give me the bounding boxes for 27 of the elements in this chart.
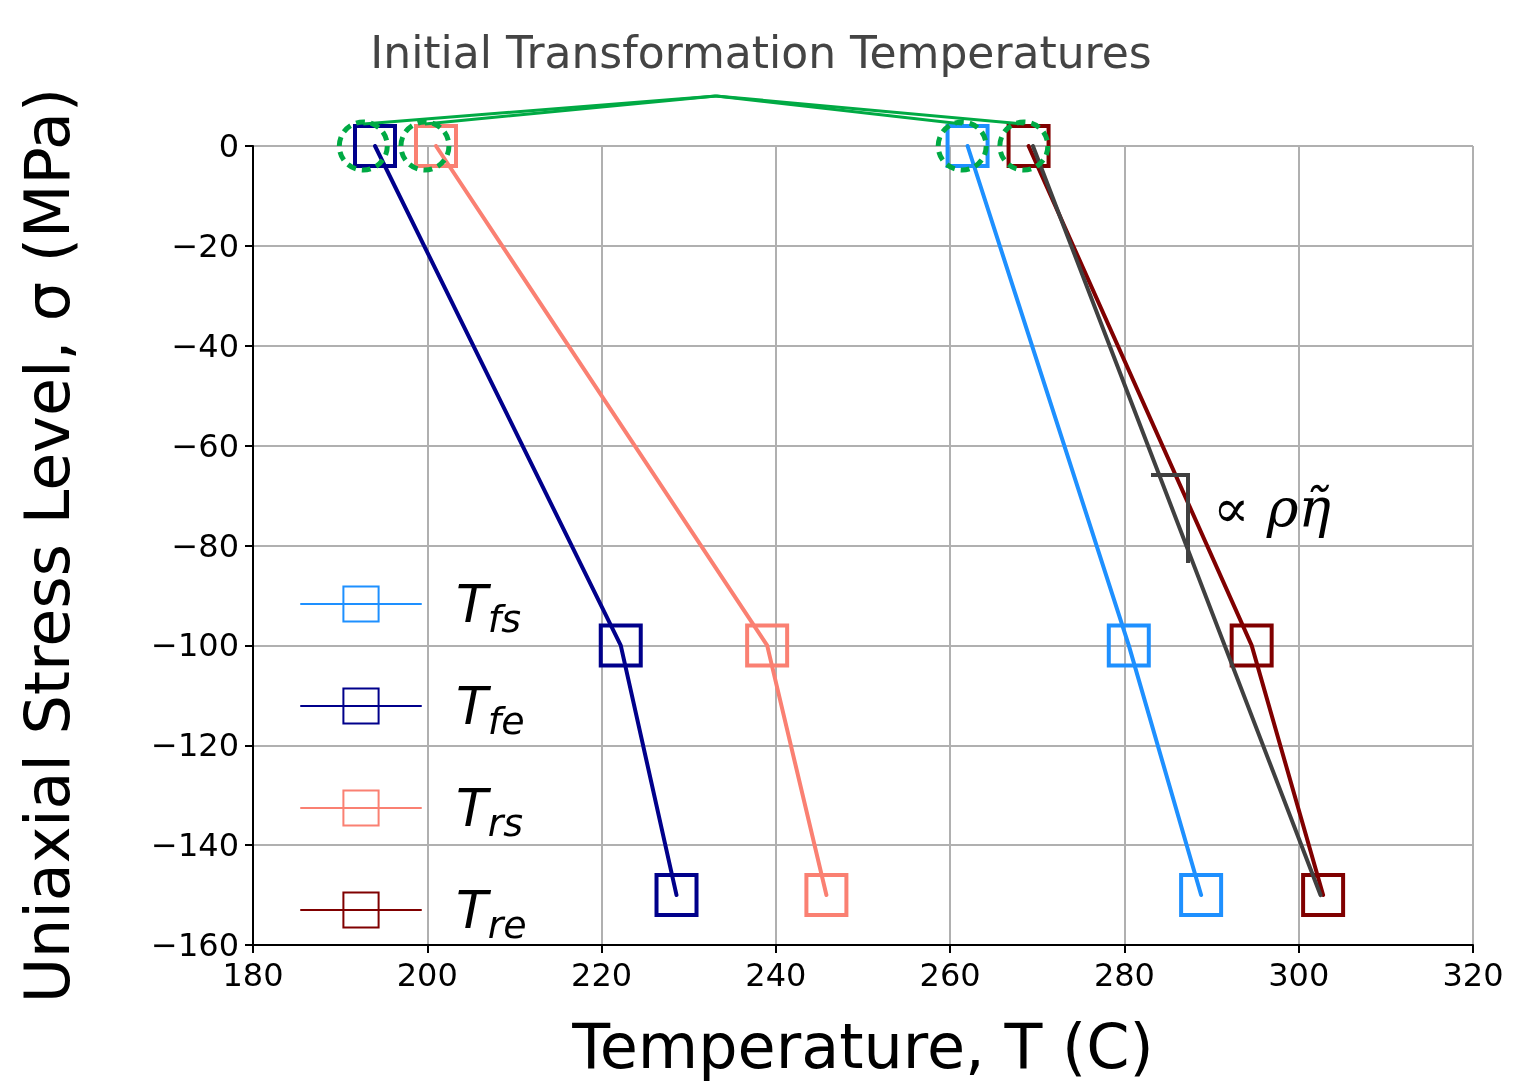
- point: [654, 873, 699, 918]
- point: [1106, 623, 1151, 668]
- x-tick-label: 200: [396, 956, 458, 994]
- y-tick-label: −80: [171, 526, 239, 565]
- point: [598, 623, 643, 668]
- y-tick-label: −120: [151, 726, 239, 765]
- x-tick-label: 240: [745, 956, 807, 994]
- y-tick-label: −60: [171, 426, 239, 465]
- annotation: ∝ ρη̃: [1213, 476, 1331, 540]
- y-tick-label: −40: [171, 326, 239, 365]
- text: Initial Transformation Temperatures: [370, 26, 1152, 78]
- y-tick-label: 0: [218, 127, 239, 165]
- x-tick-label: 260: [919, 956, 981, 994]
- x-tick-label: 300: [1268, 956, 1330, 994]
- y-tick-label: −20: [171, 226, 239, 265]
- y-tick-label: −140: [151, 826, 239, 865]
- point: [1229, 623, 1274, 668]
- y-tick-label: −100: [151, 626, 239, 665]
- x-tick-label: 220: [571, 956, 633, 994]
- point: [804, 873, 849, 918]
- x-axis-title: Temperature, T (C): [571, 1009, 1154, 1083]
- y-axis-title: Uniaxial Stress Level, σ (MPa): [10, 87, 84, 1004]
- x-tick-label: 280: [1093, 956, 1155, 994]
- point: [745, 623, 790, 668]
- point: [1179, 873, 1224, 918]
- x-tick-label: 320: [1442, 956, 1504, 994]
- point: [1301, 873, 1346, 918]
